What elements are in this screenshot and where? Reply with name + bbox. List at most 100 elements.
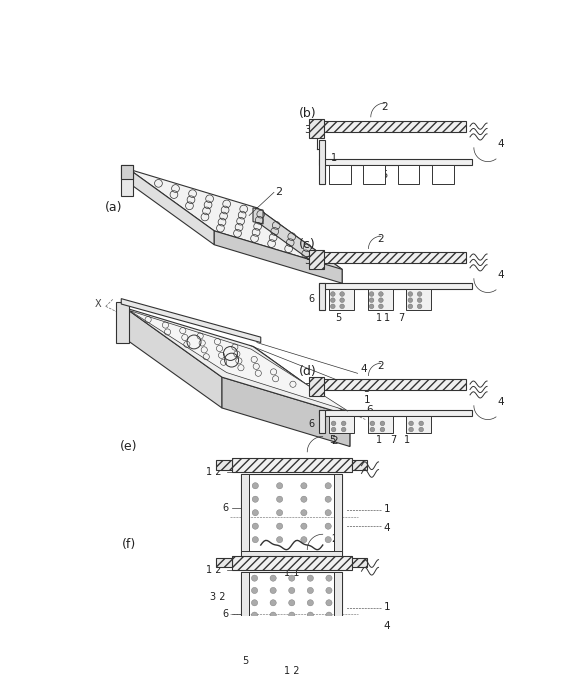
Bar	[216, 460, 232, 470]
Text: (c): (c)	[299, 238, 316, 251]
Circle shape	[369, 304, 374, 309]
Circle shape	[380, 421, 385, 426]
Circle shape	[409, 421, 413, 426]
Text: 3: 3	[304, 125, 311, 135]
Text: 1: 1	[384, 601, 391, 612]
Circle shape	[301, 509, 307, 516]
Circle shape	[325, 523, 331, 529]
Circle shape	[252, 482, 259, 489]
Polygon shape	[121, 165, 133, 179]
Circle shape	[307, 624, 314, 630]
Circle shape	[408, 292, 413, 296]
Text: 7: 7	[398, 313, 404, 323]
Text: Y: Y	[370, 415, 376, 424]
Text: (e): (e)	[120, 440, 138, 453]
Text: 1: 1	[384, 504, 391, 514]
Circle shape	[331, 292, 335, 296]
Circle shape	[251, 575, 257, 581]
Circle shape	[277, 536, 283, 543]
Circle shape	[289, 624, 295, 630]
Circle shape	[270, 588, 276, 594]
Circle shape	[301, 496, 307, 502]
Circle shape	[417, 304, 422, 309]
Bar	[368, 289, 392, 310]
Bar	[309, 250, 324, 269]
Bar	[363, 165, 385, 184]
Circle shape	[270, 575, 276, 581]
Text: (d): (d)	[298, 365, 316, 379]
Polygon shape	[121, 165, 133, 197]
Circle shape	[379, 304, 383, 309]
Text: 6: 6	[308, 419, 314, 429]
Circle shape	[307, 575, 314, 581]
Circle shape	[326, 600, 332, 606]
Circle shape	[379, 298, 383, 302]
Text: 5: 5	[242, 558, 248, 567]
Bar	[329, 165, 351, 184]
Bar	[323, 121, 466, 132]
Circle shape	[270, 612, 276, 618]
Bar	[323, 379, 466, 390]
Text: (f): (f)	[122, 538, 136, 551]
Text: 2: 2	[275, 188, 282, 197]
Text: 4: 4	[384, 523, 391, 533]
Bar	[329, 289, 354, 310]
Circle shape	[326, 637, 332, 643]
Circle shape	[252, 509, 259, 516]
Circle shape	[326, 624, 332, 630]
Polygon shape	[129, 170, 214, 245]
Circle shape	[379, 292, 383, 296]
Text: 5: 5	[329, 435, 335, 446]
Circle shape	[251, 637, 257, 643]
Text: 2: 2	[378, 361, 384, 372]
Circle shape	[326, 612, 332, 618]
Circle shape	[325, 509, 331, 516]
Bar	[319, 410, 472, 416]
Circle shape	[408, 298, 413, 302]
Bar	[407, 289, 431, 310]
Circle shape	[409, 427, 413, 432]
Circle shape	[380, 427, 385, 432]
Circle shape	[331, 298, 335, 302]
Circle shape	[301, 536, 307, 543]
Circle shape	[307, 600, 314, 606]
Bar	[232, 458, 352, 472]
Bar	[319, 410, 325, 432]
Text: 2: 2	[382, 102, 388, 112]
Text: 2: 2	[331, 534, 338, 544]
Bar	[368, 416, 392, 432]
Circle shape	[289, 575, 295, 581]
Circle shape	[270, 637, 276, 643]
Text: 6: 6	[223, 610, 229, 619]
Bar	[319, 140, 325, 184]
Circle shape	[307, 612, 314, 618]
Circle shape	[270, 600, 276, 606]
Circle shape	[251, 600, 257, 606]
Text: 1: 1	[376, 435, 382, 446]
Text: 3 2: 3 2	[210, 592, 226, 603]
Text: 1 1: 1 1	[284, 567, 299, 578]
Circle shape	[417, 298, 422, 302]
Circle shape	[252, 496, 259, 502]
Text: 2: 2	[331, 436, 338, 446]
Circle shape	[331, 421, 336, 426]
Text: 3: 3	[304, 383, 311, 393]
Text: 1 2: 1 2	[206, 467, 222, 477]
Text: 3: 3	[363, 384, 370, 394]
Circle shape	[289, 637, 295, 643]
Text: 5: 5	[242, 655, 248, 666]
Circle shape	[325, 536, 331, 543]
Circle shape	[341, 421, 346, 426]
Text: 7: 7	[390, 435, 396, 446]
Bar	[319, 283, 325, 310]
Text: 4: 4	[498, 139, 504, 149]
Circle shape	[331, 427, 336, 432]
Bar	[432, 165, 454, 184]
Bar	[407, 416, 431, 432]
Circle shape	[277, 496, 283, 502]
Bar	[242, 474, 249, 559]
Text: 1 2: 1 2	[206, 565, 222, 574]
Polygon shape	[121, 299, 261, 343]
Bar	[242, 474, 342, 559]
Bar	[249, 474, 335, 552]
